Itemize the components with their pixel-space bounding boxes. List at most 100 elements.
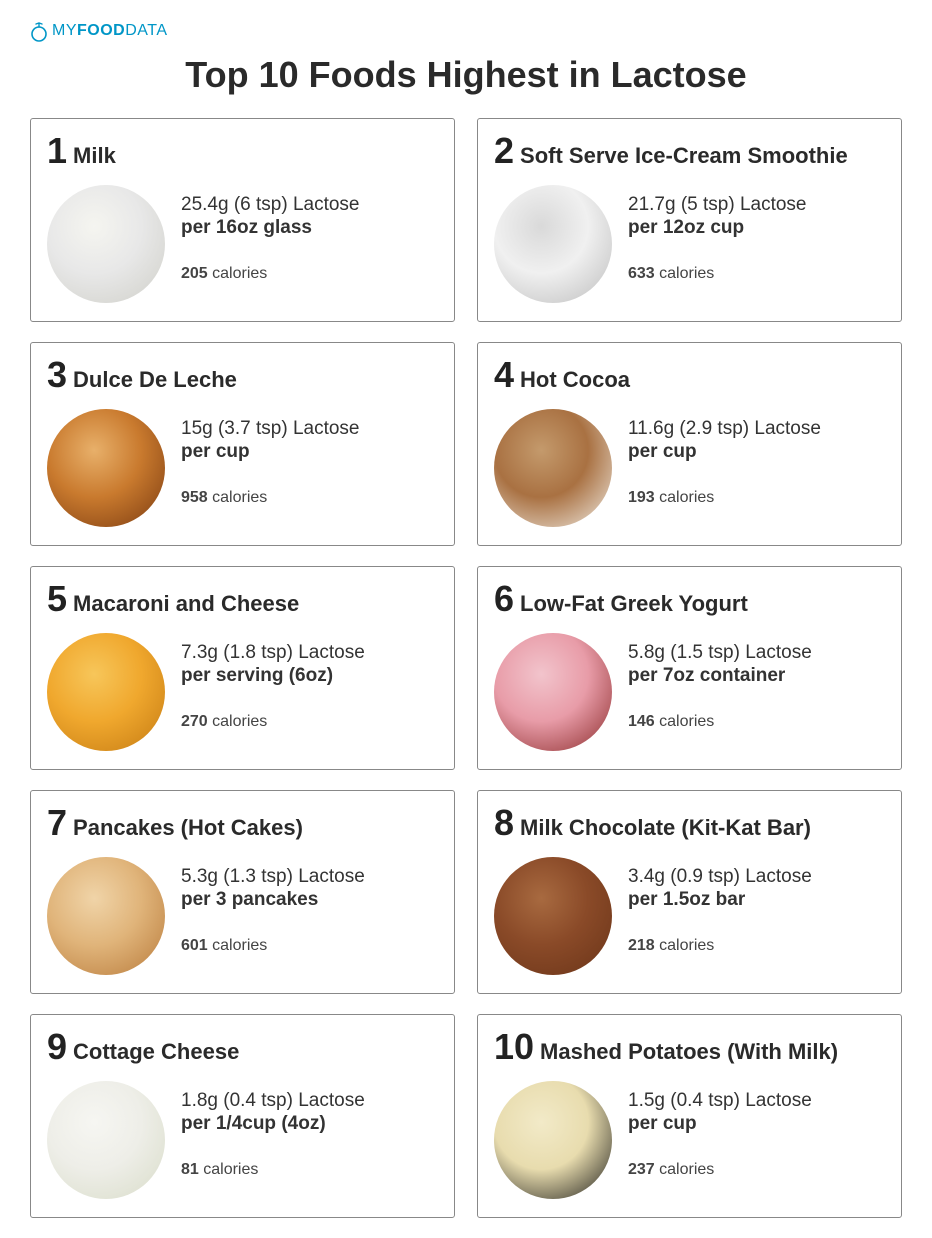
serving-size: per 1/4cup (4oz) [181,1113,438,1135]
calories: 193 calories [628,489,885,507]
rank-number: 7 [47,805,67,841]
food-card: 3Dulce De Leche15g (3.7 tsp) Lactoseper … [30,342,455,546]
food-card: 6Low-Fat Greek Yogurt 5.8g (1.5 tsp) Lact… [477,566,902,770]
food-details: 1.8g (0.4 tsp) Lactoseper 1/4cup (4oz)81… [181,1081,438,1179]
calories-number: 218 [628,937,655,954]
lactose-amount: 3.4g (0.9 tsp) Lactose [628,865,885,889]
card-body: 15g (3.7 tsp) Lactoseper cup958 calories [47,409,438,527]
food-card: 2Soft Serve Ice-Cream Smoothie 21.7g (5 t… [477,118,902,322]
food-name: Milk [73,143,116,169]
calories: 81 calories [181,1161,438,1179]
food-name: Milk Chocolate (Kit-Kat Bar) [520,815,811,841]
card-body: 5.8g (1.5 tsp) Lactoseper 7oz container1… [494,633,885,751]
card-header: 2Soft Serve Ice-Cream Smoothie [494,133,885,169]
logo-my: MY [52,22,77,39]
food-details: 11.6g (2.9 tsp) Lactoseper cup193 calori… [628,409,885,507]
food-image [494,185,612,303]
card-header: 10Mashed Potatoes (With Milk) [494,1029,885,1065]
calories-number: 205 [181,265,208,282]
food-details: 25.4g (6 tsp) Lactoseper 16oz glass 205 c… [181,185,438,283]
calories: 601 calories [181,937,438,955]
food-card: 9Cottage Cheese1.8g (0.4 tsp) Lactoseper… [30,1014,455,1218]
serving-size: per 12oz cup [628,217,885,239]
food-card: 5Macaroni and Cheese7.3g (1.8 tsp) Lacto… [30,566,455,770]
calories: 270 calories [181,713,438,731]
logo-food: FOOD [77,22,125,39]
card-body: 5.3g (1.3 tsp) Lactoseper 3 pancakes 601 … [47,857,438,975]
rank-number: 3 [47,357,67,393]
card-body: 1.8g (0.4 tsp) Lactoseper 1/4cup (4oz)81… [47,1081,438,1199]
rank-number: 1 [47,133,67,169]
food-details: 21.7g (5 tsp) Lactoseper 12oz cup633 cal… [628,185,885,283]
food-name: Soft Serve Ice-Cream Smoothie [520,143,848,169]
rank-number: 10 [494,1029,534,1065]
rank-number: 9 [47,1029,67,1065]
card-header: 1Milk [47,133,438,169]
calories-number: 237 [628,1161,655,1178]
lactose-amount: 25.4g (6 tsp) Lactose [181,193,438,217]
food-name: Mashed Potatoes (With Milk) [540,1039,838,1065]
serving-size: per 1.5oz bar [628,889,885,911]
logo-icon [30,20,48,42]
calories-label: calories [655,1161,715,1178]
food-name: Cottage Cheese [73,1039,239,1065]
food-image [47,857,165,975]
food-name: Hot Cocoa [520,367,630,393]
calories-number: 958 [181,489,208,506]
lactose-amount: 5.3g (1.3 tsp) Lactose [181,865,438,889]
calories-label: calories [655,937,715,954]
calories-label: calories [655,713,715,730]
calories: 633 calories [628,265,885,283]
card-header: 9Cottage Cheese [47,1029,438,1065]
lactose-amount: 7.3g (1.8 tsp) Lactose [181,641,438,665]
food-image [494,857,612,975]
card-header: 6Low-Fat Greek Yogurt [494,581,885,617]
calories-label: calories [655,265,715,282]
card-header: 7Pancakes (Hot Cakes) [47,805,438,841]
calories-number: 81 [181,1161,199,1178]
calories-label: calories [208,937,268,954]
calories-number: 601 [181,937,208,954]
serving-size: per serving (6oz) [181,665,438,687]
calories: 958 calories [181,489,438,507]
food-details: 5.8g (1.5 tsp) Lactoseper 7oz container1… [628,633,885,731]
food-details: 5.3g (1.3 tsp) Lactoseper 3 pancakes 601 … [181,857,438,955]
card-header: 4Hot Cocoa [494,357,885,393]
food-image [47,409,165,527]
serving-size: per 16oz glass [181,217,438,239]
serving-size: per cup [181,441,438,463]
food-details: 15g (3.7 tsp) Lactoseper cup958 calories [181,409,438,507]
serving-size: per cup [628,441,885,463]
rank-number: 2 [494,133,514,169]
food-name: Dulce De Leche [73,367,237,393]
food-name: Low-Fat Greek Yogurt [520,591,748,617]
food-details: 1.5g (0.4 tsp) Lactoseper cup 237 calorie… [628,1081,885,1179]
card-body: 3.4g (0.9 tsp) Lactoseper 1.5oz bar 218 c… [494,857,885,975]
calories-label: calories [208,489,268,506]
card-header: 3Dulce De Leche [47,357,438,393]
calories-label: calories [199,1161,259,1178]
logo-text: MYFOODDATA [52,22,168,40]
food-image [494,409,612,527]
food-name: Pancakes (Hot Cakes) [73,815,303,841]
card-body: 1.5g (0.4 tsp) Lactoseper cup 237 calorie… [494,1081,885,1199]
food-card: 10Mashed Potatoes (With Milk) 1.5g (0.4 t… [477,1014,902,1218]
calories-number: 270 [181,713,208,730]
food-image [47,185,165,303]
calories-number: 193 [628,489,655,506]
food-details: 3.4g (0.9 tsp) Lactoseper 1.5oz bar 218 c… [628,857,885,955]
card-header: 8Milk Chocolate (Kit-Kat Bar) [494,805,885,841]
lactose-amount: 1.5g (0.4 tsp) Lactose [628,1089,885,1113]
calories: 237 calories [628,1161,885,1179]
serving-size: per 3 pancakes [181,889,438,911]
lactose-amount: 5.8g (1.5 tsp) Lactose [628,641,885,665]
food-image [47,1081,165,1199]
card-body: 21.7g (5 tsp) Lactoseper 12oz cup633 cal… [494,185,885,303]
calories-label: calories [208,265,268,282]
serving-size: per cup [628,1113,885,1135]
food-name: Macaroni and Cheese [73,591,299,617]
card-body: 25.4g (6 tsp) Lactoseper 16oz glass 205 c… [47,185,438,303]
calories-number: 146 [628,713,655,730]
card-body: 7.3g (1.8 tsp) Lactoseper serving (6oz) 2… [47,633,438,751]
food-image [494,633,612,751]
